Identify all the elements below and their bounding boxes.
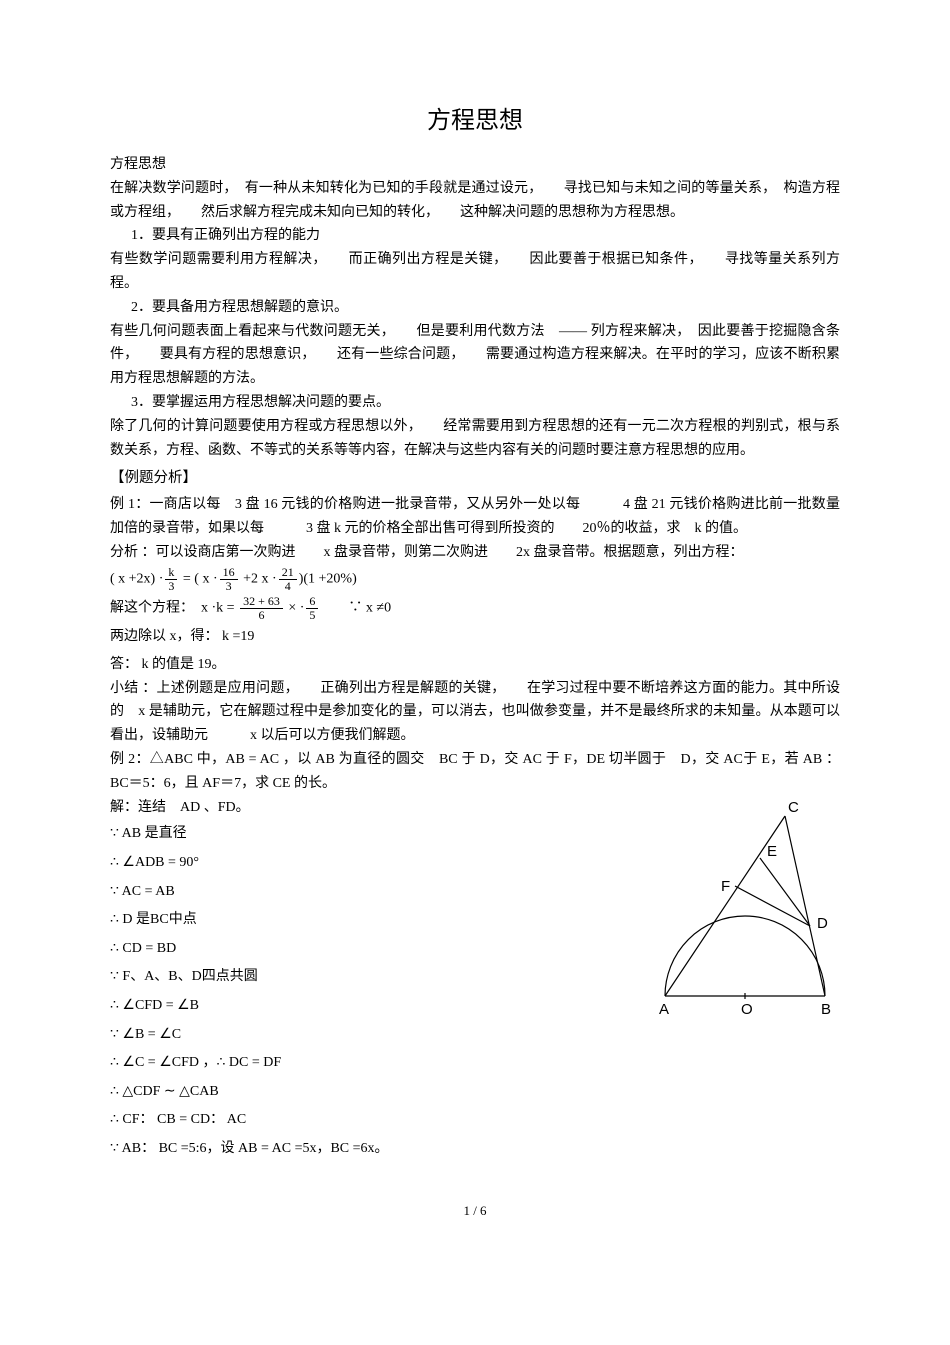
eq2-suffix: ∵ x ≠0 — [320, 601, 391, 616]
eq1-mid2: +2 x · — [240, 572, 277, 587]
geometry-diagram: A B C D E F O — [645, 796, 855, 1026]
label-e: E — [767, 843, 777, 860]
analysis-heading: 【例题分析】 — [110, 466, 840, 491]
label-d: D — [817, 915, 828, 932]
equation-1: ( x +2x) ·k3 = ( x ·163 +2 x ·214)(1 +20… — [110, 566, 840, 593]
label-c: C — [788, 799, 799, 816]
page-number: 1 / 6 — [110, 1203, 840, 1219]
example-2-statement: 例 2：△ABC 中，AB = AC ，以 AB 为直径的圆交 BC 于 D，交… — [110, 748, 840, 796]
proof-line: ∴ ∠C = ∠CFD ，∴ DC = DF — [110, 1050, 840, 1077]
example-1-analysis: 分析 ：可以设商店第一次购进 x 盘录音带，则第二次购进 2x 盘录音带。根据题… — [110, 541, 840, 565]
example-1-summary: 小结 ：上述例题是应用问题， 正确列出方程是解题的关键， 在学习过程中要不断培养… — [110, 677, 840, 748]
label-o: O — [741, 1001, 753, 1018]
label-a: A — [659, 1001, 669, 1018]
eq1-mid1: = ( x · — [179, 572, 217, 587]
label-b: B — [821, 1001, 831, 1018]
fraction: 214 — [279, 566, 297, 592]
proof-line: ∴ CF： CB = CD： AC — [110, 1107, 840, 1134]
point-1-title: 1．要具有正确列出方程的能力 — [110, 224, 840, 248]
equation-2: 解这个方程： x ·k = 32 + 636 × ·65 ∵ x ≠0 — [110, 595, 840, 622]
proof-line: ∴ △CDF ∼ △CAB — [110, 1079, 840, 1106]
eq2-prefix: 解这个方程： x ·k = — [110, 601, 238, 616]
point-1-body: 有些数学问题需要利用方程解决， 而正确列出方程是关键， 因此要善于根据已知条件，… — [110, 248, 840, 296]
point-3-title: 3．要掌握运用方程思想解决问题的要点。 — [110, 391, 840, 415]
equation-3: 两边除以 x，得： k =19 — [110, 624, 840, 651]
eq1-prefix: ( x +2x) · — [110, 572, 163, 587]
example-1-answer: 答： k 的值是 19。 — [110, 653, 840, 677]
fraction: 65 — [306, 595, 318, 621]
proof-line: ∵ AB： BC =5:6，设 AB = AC =5x，BC =6x。 — [110, 1136, 840, 1163]
fraction: 32 + 636 — [240, 595, 283, 621]
eq2-mid: × · — [285, 601, 305, 616]
intro-heading: 方程思想 — [110, 153, 840, 177]
page-title: 方程思想 — [110, 100, 840, 135]
fraction: k3 — [165, 566, 177, 592]
example-1-statement: 例 1：一商店以每 3 盘 16 元钱的价格购进一批录音带，又从另外一处以每 4… — [110, 493, 840, 541]
label-f: F — [721, 878, 730, 895]
point-2-title: 2．要具备用方程思想解题的意识。 — [110, 296, 840, 320]
intro-paragraph: 在解决数学问题时， 有一种从未知转化为已知的手段就是通过设元， 寻找已知与未知之… — [110, 177, 840, 225]
point-2-body: 有些几何问题表面上看起来与代数问题无关， 但是要利用代数方法 —— 列方程来解决… — [110, 320, 840, 391]
point-3-body: 除了几何的计算问题要使用方程或方程思想以外， 经常需要用到方程思想的还有一元二次… — [110, 415, 840, 463]
eq1-suffix: )(1 +20%) — [299, 572, 357, 587]
fraction: 163 — [220, 566, 238, 592]
